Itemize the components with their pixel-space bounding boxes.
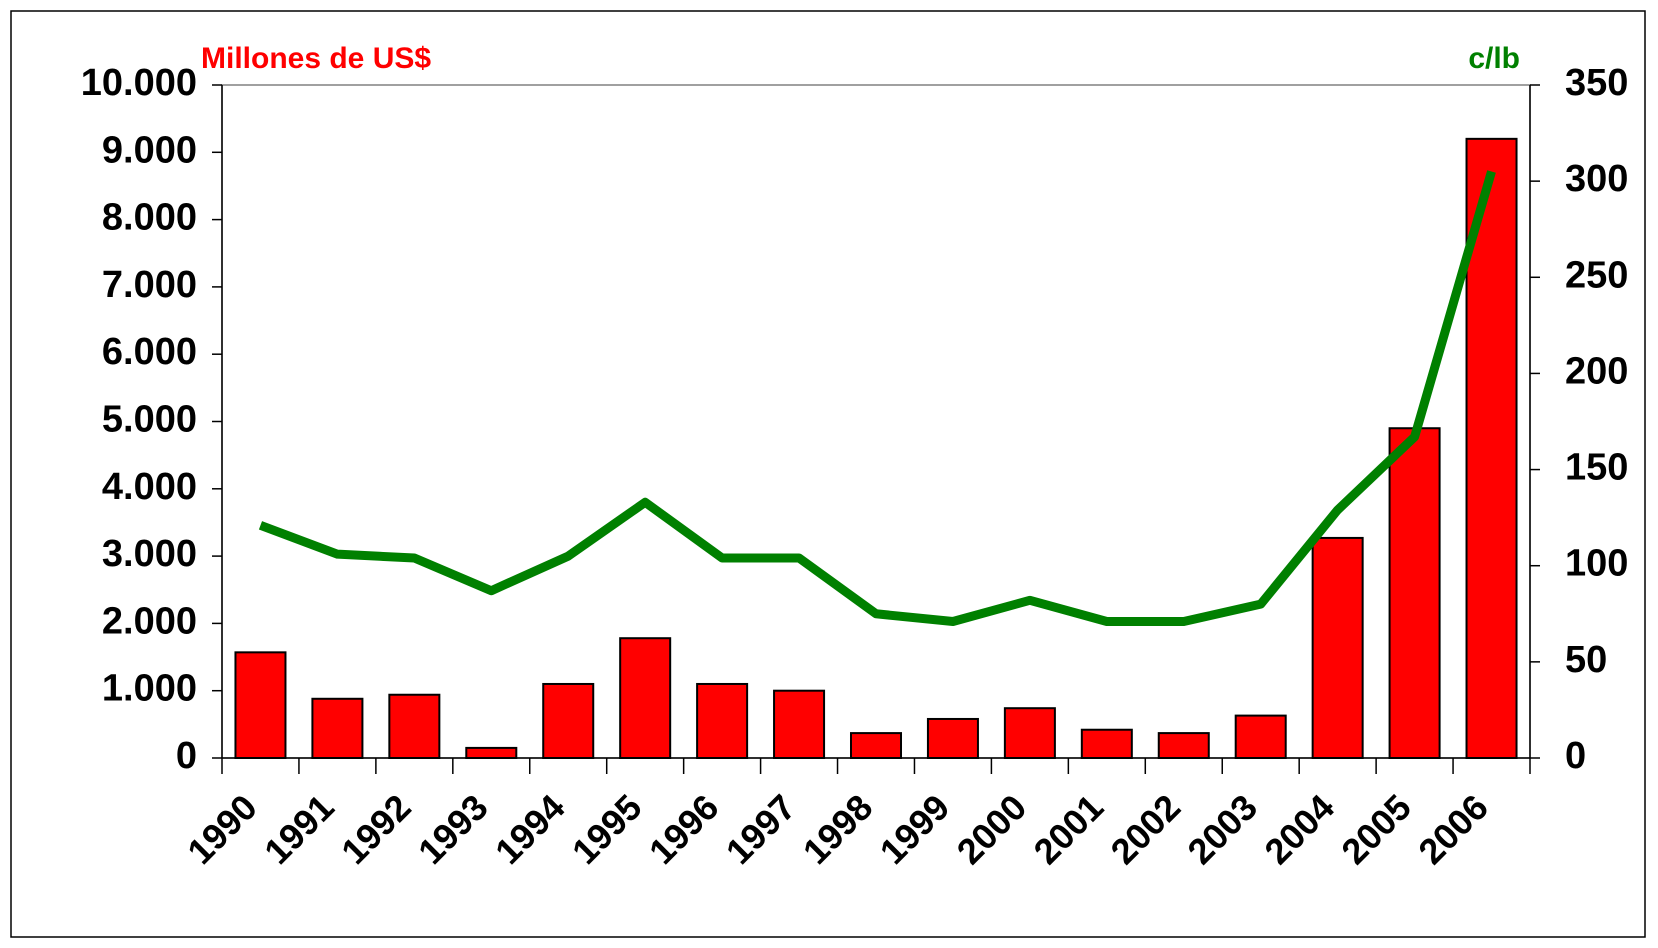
x-tick-label: 1993 <box>410 786 496 872</box>
bar <box>619 637 672 759</box>
y2-tick-label: 350 <box>1565 62 1628 104</box>
bar <box>542 682 595 759</box>
y-tick-label: 10.000 <box>81 62 197 104</box>
x-tick-label: 1995 <box>564 786 650 872</box>
x-tick-label: 1990 <box>179 786 265 872</box>
y2-tick-label: 100 <box>1565 543 1628 585</box>
y-tick-label: 6.000 <box>102 331 197 373</box>
x-tick-label: 1998 <box>795 786 881 872</box>
bar <box>926 717 979 760</box>
y-tick-label: 0 <box>176 735 197 777</box>
bar <box>1003 707 1056 759</box>
bar <box>1234 714 1287 760</box>
y2-tick-label: 150 <box>1565 447 1628 489</box>
bar <box>465 746 518 760</box>
y2-tick-label: 50 <box>1565 639 1607 681</box>
line <box>258 170 1496 626</box>
y-tick-label: 4.000 <box>102 466 197 508</box>
bar <box>1080 728 1133 760</box>
y-tick-label: 1.000 <box>102 668 197 710</box>
bar <box>1311 536 1364 760</box>
bar <box>388 693 441 759</box>
y-tick-label: 9.000 <box>102 129 197 171</box>
x-tick-label: 1994 <box>487 786 573 872</box>
y-tick-label: 7.000 <box>102 264 197 306</box>
bar <box>311 697 364 759</box>
frame <box>10 10 1646 938</box>
x-tick-label: 1996 <box>641 786 727 872</box>
x-tick-label: 1999 <box>872 786 958 872</box>
y2-tick-label: 0 <box>1565 735 1586 777</box>
x-tick-label: 2002 <box>1103 786 1189 872</box>
x-tick-label: 1991 <box>256 786 342 872</box>
y2-axis-title: c/lb <box>1468 42 1520 75</box>
y-axis-title: Millones de US$ <box>201 42 431 75</box>
y-tick-label: 5.000 <box>102 399 197 441</box>
bar <box>773 689 826 760</box>
bar <box>234 651 287 759</box>
bar <box>1388 427 1441 759</box>
x-tick-label: 2000 <box>949 786 1035 872</box>
y2-tick-label: 200 <box>1565 350 1628 392</box>
bar <box>849 732 903 759</box>
y2-tick-label: 250 <box>1565 254 1628 296</box>
bar <box>1157 732 1210 759</box>
y2-tick-label: 300 <box>1565 158 1628 200</box>
y-tick-label: 2.000 <box>102 600 197 642</box>
bar <box>696 682 749 759</box>
x-tick-label: 1997 <box>718 786 804 872</box>
x-tick-label: 1992 <box>333 786 419 872</box>
x-tick-label: 2003 <box>1179 786 1265 872</box>
x-tick-label: 2001 <box>1026 786 1112 872</box>
y-tick-label: 3.000 <box>102 533 197 575</box>
x-tick-label: 2005 <box>1333 786 1419 872</box>
x-tick-label: 2006 <box>1410 786 1496 872</box>
x-tick-label: 2004 <box>1256 786 1342 872</box>
y-tick-label: 8.000 <box>102 197 197 239</box>
